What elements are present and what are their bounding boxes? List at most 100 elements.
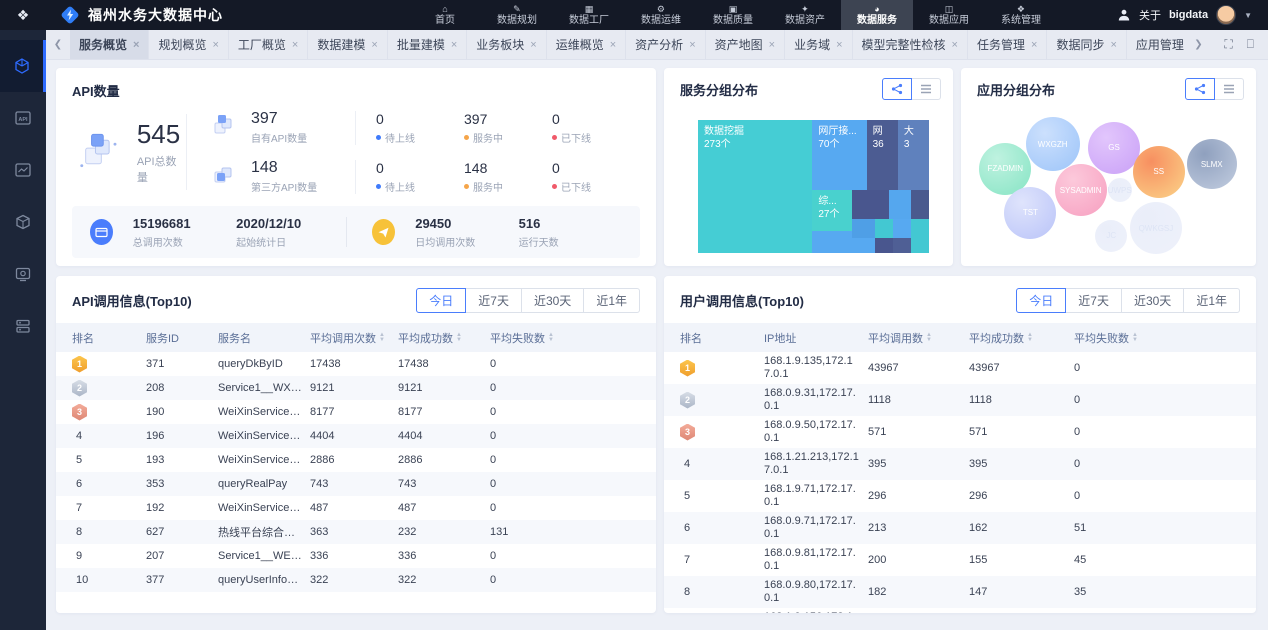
filter-近1年[interactable]: 近1年	[1183, 288, 1240, 313]
column-header[interactable]: 平均调用次数 ▲ ▼	[310, 330, 398, 346]
avatar[interactable]	[1216, 5, 1237, 25]
treemap-node[interactable]	[893, 237, 911, 253]
tab-close-icon[interactable]: ×	[768, 38, 776, 51]
filter-近1年[interactable]: 近1年	[583, 288, 640, 313]
treemap-node[interactable]	[893, 219, 911, 238]
treemap-node[interactable]	[874, 237, 894, 253]
bookmark-icon[interactable]: ⎕	[1246, 37, 1254, 51]
nav-item-service[interactable]: ◕ 数据服务	[840, 0, 913, 30]
treemap-node[interactable]	[851, 189, 889, 220]
tab-14[interactable]: 应用管理×	[1127, 30, 1187, 59]
column-header[interactable]: 平均调用数 ▲ ▼	[868, 330, 969, 346]
table-row[interactable]: 8 168.0.9.80,172.17.0.1 182 147 35	[664, 576, 1256, 608]
nav-item-quality[interactable]: ▣ 数据质量	[697, 0, 769, 30]
treemap-node[interactable]	[888, 189, 911, 220]
treemap-node[interactable]	[851, 219, 875, 238]
nav-item-ops[interactable]: ⚙ 数据运维	[625, 0, 697, 30]
bubble-JC[interactable]: JC	[1095, 219, 1128, 252]
tabs-scroll-left-icon[interactable]: ❮	[53, 39, 63, 50]
sort-icon[interactable]: ▲ ▼	[926, 331, 932, 343]
filter-近30天[interactable]: 近30天	[1120, 288, 1185, 313]
treemap-node-网[interactable]: 网 36	[866, 120, 898, 190]
bubble-GS[interactable]: GS	[1088, 121, 1141, 174]
treemap-node[interactable]	[812, 231, 852, 253]
tabs-scroll-right-icon[interactable]: ❯	[1194, 39, 1203, 50]
tab-9[interactable]: 资产地图 ×	[706, 30, 786, 59]
tab-12[interactable]: 任务管理 ×	[968, 30, 1048, 59]
nav-item-asset[interactable]: ✦ 数据资产	[769, 0, 841, 30]
chevron-down-icon[interactable]: ▼	[1244, 10, 1252, 20]
table-row[interactable]: 8 627 热线平台综合分析... 363 232 131	[56, 520, 656, 544]
bubble-UWPS[interactable]: UWPS	[1107, 178, 1132, 203]
treemap-node[interactable]	[910, 219, 929, 238]
table-row[interactable]: 6 353 queryRealPay 743 743 0	[56, 472, 656, 496]
nav-item-home[interactable]: ⌂ 首页	[409, 0, 481, 30]
tab-13[interactable]: 数据同步 ×	[1047, 30, 1127, 59]
table-row[interactable]: 3 190 WeiXinService_C... 8177 8177 0	[56, 400, 656, 424]
filter-近7天[interactable]: 近7天	[1065, 288, 1122, 313]
filter-今日[interactable]: 今日	[1016, 288, 1067, 313]
treemap-node[interactable]	[874, 219, 894, 238]
table-row[interactable]: 7 192 WeiXinService_C... 487 487 0	[56, 496, 656, 520]
sort-icon[interactable]: ▲ ▼	[548, 331, 554, 343]
tab-close-icon[interactable]: ×	[133, 38, 140, 51]
chart-view-icon[interactable]	[882, 78, 912, 100]
tab-close-icon[interactable]: ×	[530, 38, 537, 51]
table-row[interactable]: 5 193 WeiXinService_C... 2886 2886 0	[56, 448, 656, 472]
list-view-icon[interactable]	[1214, 78, 1244, 100]
tab-10[interactable]: 业务域 ×	[785, 30, 853, 59]
about-link[interactable]: 关于	[1138, 10, 1161, 22]
tab-3[interactable]: 工厂概览 ×	[229, 30, 309, 59]
tab-close-icon[interactable]: ×	[212, 38, 219, 51]
table-row[interactable]: 1 168.1.9.135,172.17.0.1 43967 43967 0	[664, 352, 1256, 384]
tab-7[interactable]: 运维概览 ×	[547, 30, 627, 59]
treemap-node[interactable]	[910, 237, 929, 253]
tab-5[interactable]: 批量建模 ×	[388, 30, 468, 59]
sidebar-item-chart-window[interactable]	[0, 144, 46, 196]
tab-close-icon[interactable]: ×	[1110, 38, 1117, 51]
bubble-TST[interactable]: TST	[1004, 186, 1057, 239]
nav-item-apps[interactable]: ◫ 数据应用	[913, 0, 985, 30]
table-row[interactable]: 10 377 queryUserInfoByI... 322 322 0	[56, 568, 656, 592]
tab-8[interactable]: 资产分析 ×	[626, 30, 706, 59]
bubble-SLMX[interactable]: SLMX	[1186, 139, 1237, 190]
treemap-node-综...[interactable]: 综... 27个	[812, 189, 852, 232]
tab-close-icon[interactable]: ×	[291, 38, 299, 51]
bubble-QWKGSJ[interactable]: QWKGSJ	[1129, 202, 1182, 255]
bubble-SYSADMIN[interactable]: SYSADMIN	[1054, 164, 1107, 217]
treemap-node-网厅接...[interactable]: 网厅接... 70个	[812, 120, 867, 190]
tab-close-icon[interactable]: ×	[836, 38, 843, 51]
column-header[interactable]: 平均成功数 ▲ ▼	[969, 330, 1074, 346]
sidebar-item-server[interactable]	[0, 300, 46, 352]
filter-今日[interactable]: 今日	[416, 288, 467, 313]
sidebar-item-box-3d[interactable]	[0, 196, 46, 248]
sidebar-item-screen[interactable]	[0, 248, 46, 300]
treemap-node[interactable]	[910, 189, 929, 220]
filter-近7天[interactable]: 近7天	[465, 288, 522, 313]
treemap-node-数据挖掘[interactable]: 数据挖掘 273个	[698, 120, 813, 253]
table-row[interactable]: 6 168.0.9.71,172.17.0.1 213 162 51	[664, 512, 1256, 544]
tab-11[interactable]: 模型完整性检核 ×	[853, 30, 968, 59]
tab-close-icon[interactable]: ×	[371, 38, 378, 51]
tab-close-icon[interactable]: ×	[450, 38, 458, 51]
table-row[interactable]: 4 196 WeiXinService_C... 4404 4404 0	[56, 424, 656, 448]
table-row[interactable]: 3 168.0.9.50,172.17.0.1 571 571 0	[664, 416, 1256, 448]
tab-1[interactable]: 服务概览 ×	[70, 30, 150, 59]
filter-近30天[interactable]: 近30天	[520, 288, 585, 313]
column-header[interactable]: 平均失败数 ▲ ▼	[1074, 330, 1256, 346]
treemap-node[interactable]	[851, 237, 875, 253]
table-row[interactable]: 1 371 queryDkByID 17438 17438 0	[56, 352, 656, 376]
nav-item-system[interactable]: ❖ 系统管理	[985, 0, 1057, 30]
tab-close-icon[interactable]: ×	[689, 38, 696, 51]
tab-close-icon[interactable]: ×	[951, 38, 958, 51]
tab-2[interactable]: 规划概览 ×	[149, 30, 229, 59]
sort-icon[interactable]: ▲ ▼	[456, 331, 462, 343]
sort-icon[interactable]: ▲ ▼	[1132, 331, 1138, 343]
nav-item-factory[interactable]: ▦ 数据工厂	[553, 0, 625, 30]
column-header[interactable]: 平均成功数 ▲ ▼	[398, 330, 490, 346]
sort-icon[interactable]: ▲ ▼	[1027, 331, 1033, 343]
bubble-WXGZH[interactable]: WXGZH	[1025, 117, 1080, 172]
